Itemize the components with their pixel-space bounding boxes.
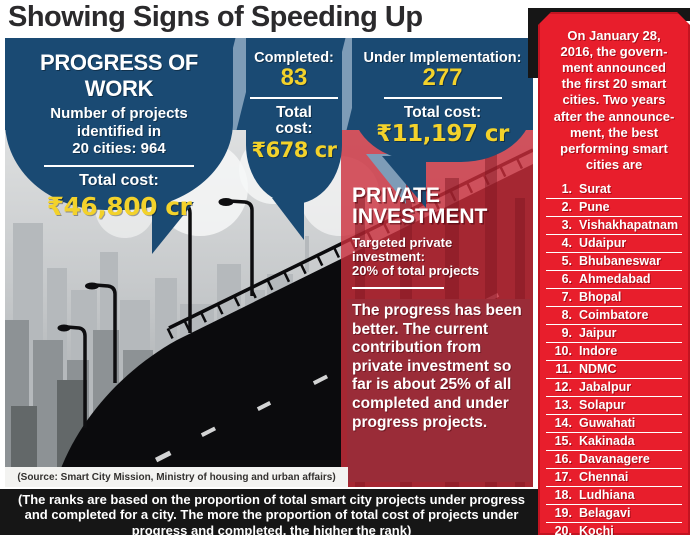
city-rank: 6. — [561, 272, 572, 287]
city-rank: 2. — [561, 200, 572, 215]
list-item: 5. Bhubaneswar — [546, 253, 682, 271]
list-item: 12. Jabalpur — [546, 379, 682, 397]
city-name: Kakinada — [579, 434, 635, 449]
list-item: 11. NDMC — [546, 361, 682, 379]
list-item: 3. Vishakhapatnam — [546, 217, 682, 235]
under-implementation-value: 277 — [422, 64, 463, 91]
list-item: 4. Udaipur — [546, 235, 682, 253]
page-title: Showing Signs of Speeding Up — [8, 1, 423, 33]
speech-bubble-tail — [382, 156, 426, 208]
city-rank: 16. — [554, 452, 572, 467]
speech-bubble-tail — [272, 198, 304, 240]
city-name: Indore — [579, 344, 618, 359]
total-cost-value: ₹46,800 cr — [46, 191, 192, 221]
city-name: Bhopal — [579, 290, 622, 305]
city-rank: 8. — [561, 308, 572, 323]
city-name: Guwahati — [579, 416, 636, 431]
city-name: Ahmedabad — [579, 272, 651, 287]
divider — [383, 97, 502, 99]
city-rank: 14. — [554, 416, 572, 431]
list-item: 17. Chennai — [546, 469, 682, 487]
city-name: Jabalpur — [579, 380, 632, 395]
city-name: Pune — [579, 200, 610, 215]
speech-bubble-tail — [152, 202, 194, 254]
list-item: 20. Kochi — [546, 523, 682, 541]
private-investment-section: PRIVATE INVESTMENT Targeted private inve… — [352, 184, 530, 290]
smart-cities-ranking-panel: On January 28, 2016, the govern- ment an… — [538, 12, 690, 535]
city-name: NDMC — [579, 362, 617, 377]
city-name: Davanagere — [579, 452, 650, 467]
private-investment-heading: PRIVATE INVESTMENT — [352, 184, 488, 228]
city-name: Ludhiana — [579, 488, 635, 503]
city-rank: 18. — [554, 488, 572, 503]
completed-value: 83 — [280, 64, 308, 91]
city-rank: 1. — [561, 182, 572, 197]
list-item: 6. Ahmedabad — [546, 271, 682, 289]
list-item: 2. Pune — [546, 199, 682, 217]
city-name: Kochi — [579, 524, 614, 539]
under-implementation-bubble: Under Implementation: 277 Total cost: ₹1… — [352, 38, 533, 162]
total-cost-value: ₹11,197 cr — [376, 121, 509, 148]
city-rank: 11. — [555, 362, 572, 377]
list-item: 8. Coimbatore — [546, 307, 682, 325]
city-ranking-list: 1. Surat 2. Pune 3. Vishakhapatnam 4. Ud… — [546, 181, 682, 541]
private-investment-note: The progress has been better. The curren… — [352, 302, 522, 431]
list-item: 7. Bhopal — [546, 289, 682, 307]
city-rank: 3. — [561, 218, 572, 233]
city-name: Belagavi — [579, 506, 631, 521]
city-rank: 20. — [554, 524, 572, 539]
city-rank: 12. — [554, 380, 572, 395]
list-item: 10. Indore — [546, 343, 682, 361]
list-item: 16. Davanagere — [546, 451, 682, 469]
list-item: 15. Kakinada — [546, 433, 682, 451]
list-item: 13. Solapur — [546, 397, 682, 415]
list-item: 14. Guwahati — [546, 415, 682, 433]
footnote-bar: (The ranks are based on the proportion o… — [0, 489, 543, 538]
city-rank: 19. — [554, 506, 572, 521]
total-cost-value: ₹678 cr — [251, 137, 337, 162]
city-rank: 13. — [554, 398, 572, 413]
city-name: Chennai — [579, 470, 629, 485]
city-name: Solapur — [579, 398, 626, 413]
completed-bubble: Completed: 83 Total cost: ₹678 cr — [246, 38, 342, 204]
list-item: 1. Surat — [546, 181, 682, 199]
list-item: 9. Jaipur — [546, 325, 682, 343]
completed-label: Completed: — [254, 50, 334, 66]
divider — [352, 287, 444, 290]
city-name: Vishakhapatnam — [579, 218, 679, 233]
list-item: 19. Belagavi — [546, 505, 682, 523]
city-rank: 5. — [561, 254, 572, 269]
divider — [250, 97, 338, 99]
city-rank: 17. — [554, 470, 572, 485]
city-rank: 10. — [554, 344, 572, 359]
city-name: Udaipur — [579, 236, 627, 251]
progress-heading: PROGRESS OF WORK — [39, 50, 199, 101]
city-name: Surat — [579, 182, 611, 197]
note-background — [347, 299, 530, 482]
city-name: Coimbatore — [579, 308, 649, 323]
city-rank: 15. — [554, 434, 572, 449]
list-item: 18. Ludhiana — [546, 487, 682, 505]
city-rank: 9. — [561, 326, 572, 341]
city-rank: 7. — [561, 290, 572, 305]
source-attribution: (Source: Smart City Mission, Ministry of… — [5, 467, 348, 487]
targeted-investment-text: Targeted private investment: 20% of tota… — [352, 235, 480, 279]
city-rank: 4. — [561, 236, 572, 251]
city-name: Jaipur — [579, 326, 617, 341]
projects-identified-text: Number of projects identified in 20 citi… — [50, 105, 188, 158]
ranking-intro-text: On January 28, 2016, the govern- ment an… — [553, 28, 675, 172]
city-name: Bhubaneswar — [579, 254, 661, 269]
total-cost-label: Total cost: — [403, 104, 482, 121]
under-implementation-label: Under Implementation: — [363, 50, 522, 66]
divider — [44, 165, 194, 168]
progress-of-work-bubble: PROGRESS OF WORK Number of projects iden… — [5, 38, 233, 221]
total-cost-label: Total cost: — [79, 172, 159, 190]
total-cost-label: Total cost: — [275, 104, 313, 138]
